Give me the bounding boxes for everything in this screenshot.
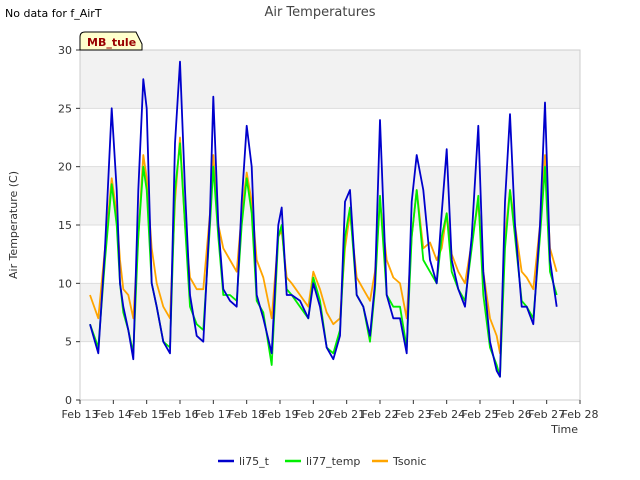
x-tick-label: Feb 22 [362,408,399,421]
x-axis-label: Time [550,423,578,436]
x-tick-label: Feb 18 [228,408,265,421]
x-tick-label: Feb 17 [195,408,232,421]
background-bands [80,50,580,342]
y-tick-label: 20 [58,161,72,174]
y-tick-label: 30 [58,44,72,57]
x-tick-label: Feb 20 [295,408,332,421]
legend-label-li77_temp: li77_temp [306,455,360,468]
y-tick-label: 10 [58,277,72,290]
x-tick-label: Feb 23 [395,408,432,421]
chart-title: Air Temperatures [264,5,375,20]
x-tick-label: Feb 28 [562,408,599,421]
series-line-li75_t [89,60,558,378]
y-tick-label: 15 [58,219,72,232]
band-0 [80,283,580,342]
legend-label-li75_t: li75_t [239,455,270,468]
y-axis-ticks: 0 5 10 15 20 25 30 [58,44,80,407]
x-tick-label: Feb 24 [428,408,465,421]
y-axis-label: Air Temperature (C) [7,171,20,279]
site-badge-label: MB_tule [87,36,136,49]
x-tick-label: Feb 25 [462,408,499,421]
site-badge: MB_tule [79,31,143,51]
no-data-note: No data for f_AirT [5,7,102,20]
x-tick-label: Feb 27 [528,408,565,421]
x-tick-label: Feb 21 [328,408,365,421]
band-1 [80,166,580,225]
x-tick-label: Feb 19 [262,408,299,421]
legend: li75_t li77_temp Tsonic [218,455,426,468]
series-lines [89,60,558,378]
y-tick-label: 5 [65,336,72,349]
band-2 [80,50,580,109]
x-tick-label: Feb 16 [162,408,199,421]
legend-label-Tsonic: Tsonic [392,455,426,468]
x-tick-label: Feb 13 [62,408,99,421]
x-tick-label: Feb 15 [128,408,165,421]
x-tick-label: Feb 14 [95,408,132,421]
y-tick-label: 0 [65,394,72,407]
y-tick-label: 25 [58,102,72,115]
x-tick-label: Feb 26 [495,408,532,421]
